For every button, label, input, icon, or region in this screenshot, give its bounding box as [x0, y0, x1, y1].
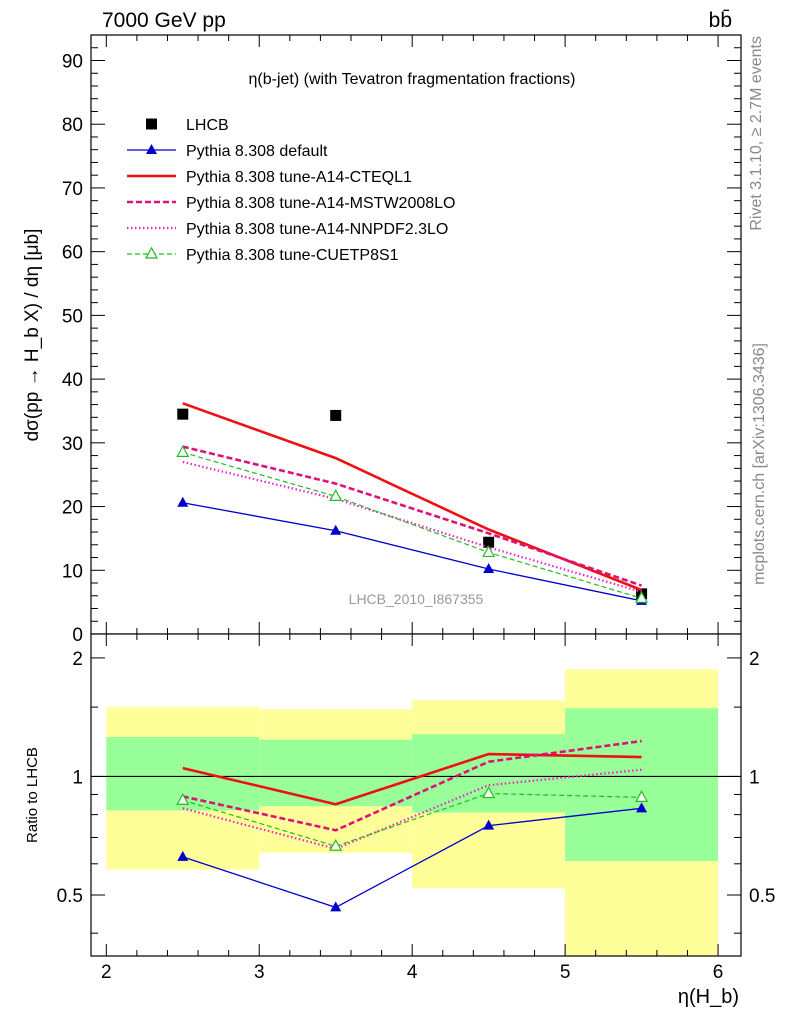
- ratio-frame: [90, 633, 742, 957]
- lhcb-data-point-0: [177, 408, 189, 420]
- ratio-y-axis-label: Ratio to LHCB: [24, 747, 41, 843]
- main-series-line-5: [182, 451, 642, 599]
- lhcb-data-point-2: [483, 536, 495, 548]
- main-series-group: [176, 402, 649, 605]
- mcplots-label: mcplots.cern.ch [arXiv:1306.3436]: [751, 343, 768, 585]
- x-axis-label: η(H_b): [678, 986, 739, 1008]
- lhcb-data-point-1: [330, 409, 342, 421]
- main-y-tick-label: 70: [62, 179, 83, 200]
- main-y-tick-label: 10: [62, 561, 83, 582]
- rivet-label: Rivet 3.1.10, ≥ 2.7M events: [748, 36, 765, 231]
- main-y-tick-label: 30: [62, 434, 83, 455]
- watermark: LHCB_2010_I867355: [349, 591, 484, 607]
- ratio-y-tick-label: 2: [72, 649, 83, 670]
- ratio-series-line-1: [182, 752, 642, 806]
- ratio-panel: 0.5 0.5 1 1 2 2 2 3 4 5 6: [57, 633, 775, 983]
- legend-label: Pythia 8.308 default: [186, 143, 328, 160]
- header-left: 7000 GeV pp: [102, 9, 226, 32]
- ratio-band-inner-2: [412, 734, 566, 813]
- header-right: bb̄: [709, 9, 732, 32]
- ratio-series-line-4: [182, 792, 642, 847]
- main-title: η(b-jet) (with Tevatron fragmentation fr…: [249, 71, 576, 88]
- ratio-y-tick-label: 0.5: [57, 886, 83, 907]
- ratio-series-4-marker-0: [176, 793, 190, 805]
- main-series-5-marker-3: [635, 591, 649, 603]
- x-tick-label: 6: [713, 962, 724, 983]
- legend-label: Pythia 8.308 tune-A14-NNPDF2.3LO: [186, 221, 448, 238]
- main-y-tick-label: 80: [62, 115, 83, 136]
- x-tick-label: 2: [101, 962, 112, 983]
- ratio-band-inner-3: [565, 708, 719, 861]
- x-tick-label: 3: [254, 962, 265, 983]
- ratio-series-4-marker-3: [635, 790, 649, 802]
- x-tick-label: 4: [407, 962, 418, 983]
- legend-marker-5: [144, 246, 159, 259]
- main-series-5-marker-1: [329, 489, 343, 501]
- main-series-line-4: [182, 460, 642, 593]
- legend: LHCB Pythia 8.308 default Pythia 8.308 tun…: [127, 117, 455, 264]
- ratio-band-inner-1: [259, 739, 413, 807]
- ratio-y-tick-label-right: 1: [749, 767, 760, 788]
- legend-marker-lhcb: [146, 118, 157, 130]
- x-tick-label: 5: [560, 962, 571, 983]
- ratio-y-tick-label-right: 0.5: [749, 886, 775, 907]
- main-plot-area: [91, 35, 741, 634]
- legend-label: Pythia 8.308 tune-CUETP8S1: [186, 247, 399, 264]
- main-y-tick-label: 0: [72, 625, 83, 646]
- ratio-series-line-0: [182, 807, 642, 909]
- legend-label: LHCB: [186, 117, 229, 134]
- main-series-1-marker-1: [330, 524, 342, 535]
- ratio-series-0-marker-1: [330, 901, 342, 912]
- ratio-series-0-marker-2: [483, 819, 495, 830]
- legend-label: Pythia 8.308 tune-A14-CTEQL1: [186, 169, 412, 186]
- main-series-1-marker-2: [483, 563, 495, 574]
- main-y-tick-label: 50: [62, 306, 83, 327]
- main-series-1-marker-0: [177, 496, 189, 507]
- main-y-tick-label: 20: [62, 498, 83, 519]
- ratio-y-tick-label: 1: [72, 767, 83, 788]
- main-y-tick-label: 60: [62, 243, 83, 264]
- main-series-5-marker-2: [482, 545, 496, 558]
- main-y-axis-label: dσ(pp → H_b X) / dη [μb]: [22, 229, 43, 442]
- ratio-series-0-marker-3: [636, 802, 648, 813]
- ratio-series-4-marker-1: [329, 838, 343, 851]
- main-y-tick-label: 90: [62, 51, 83, 72]
- main-series-line-3: [182, 445, 643, 587]
- main-panel: 0 10 20 30 40 50 60 70 80 90 LHCB Pythia 8.308 defa…: [62, 34, 742, 646]
- ratio-series-0-marker-0: [177, 850, 189, 861]
- legend-label: Pythia 8.308 tune-A14-MSTW2008LO: [186, 195, 455, 212]
- legend-marker-1: [146, 144, 157, 154]
- main-y-tick-label: 40: [62, 370, 83, 391]
- ratio-series-4-marker-2: [482, 786, 496, 799]
- ratio-y-tick-label-right: 2: [749, 649, 760, 670]
- main-series-line-1: [182, 502, 642, 602]
- ratio-series-line-2: [182, 739, 642, 832]
- main-series-5-marker-0: [176, 445, 190, 457]
- ratio-series-line-3: [182, 768, 642, 850]
